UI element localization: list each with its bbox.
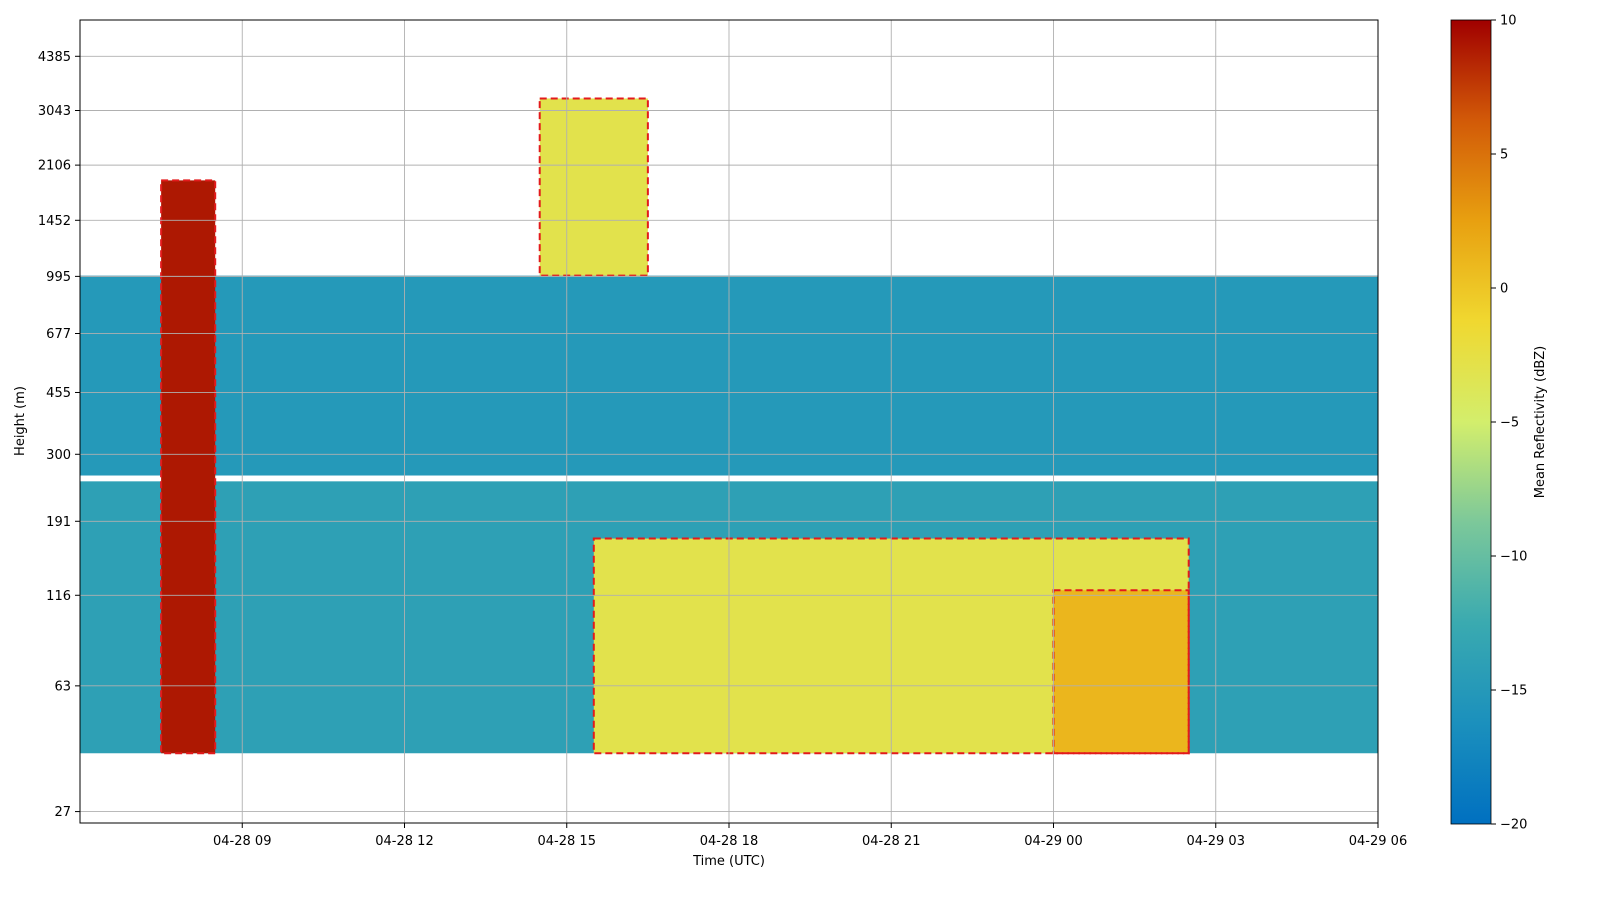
heat-region-3 [1053,590,1189,754]
y-tick-label: 4385 [38,50,71,65]
y-tick-label: 116 [46,589,71,604]
heat-region-5 [539,98,648,276]
colorbar [1450,19,1492,825]
colorbar-tick-label: 5 [1500,148,1508,163]
y-tick-label: 677 [46,327,71,342]
y-tick-label: 27 [54,805,71,820]
colorbar-ticks: 10 5 0 −5 −10 −15 −20 [1491,14,1527,833]
y-tick-label: 995 [46,270,71,285]
x-tick-label: 04-29 06 [1349,834,1407,849]
x-tick-label: 04-28 09 [213,834,271,849]
x-tick-label: 04-28 21 [862,834,920,849]
x-tick-label: 04-28 15 [538,834,596,849]
x-tick-label: 04-28 12 [375,834,433,849]
colorbar-label: Mean Reflectivity (dBZ) [1533,346,1548,499]
contour-3 [1052,589,1190,755]
y-tick-label: 1452 [38,214,71,229]
heat-region-4 [161,180,216,754]
colorbar-tick-label: 10 [1500,14,1517,29]
x-tick-label: 04-29 00 [1024,834,1082,849]
colorbar-tick-label: −10 [1500,550,1527,565]
y-tick-label: 455 [46,386,71,401]
y-tick-label: 191 [46,515,71,530]
y-tick-label: 2106 [38,159,71,174]
y-tick-label: 63 [54,679,71,694]
y-axis-ticks: 27 63 116 191 300 455 677 995 1452 2106 3043 4385 [38,50,80,820]
x-axis-label: Time (UTC) [692,854,765,869]
contour-4 [160,179,217,755]
colorbar-tick-label: −20 [1500,818,1527,833]
y-tick-label: 3043 [38,104,71,119]
x-tick-label: 04-29 03 [1187,834,1245,849]
colorbar-tick-label: −15 [1500,684,1527,699]
y-tick-label: 300 [46,448,71,463]
y-axis-label: Height (m) [13,386,28,456]
x-axis-ticks: 04-28 09 04-28 12 04-28 15 04-28 18 04-28 21… [213,823,1407,849]
colorbar-tick-label: 0 [1500,282,1508,297]
x-tick-label: 04-28 18 [700,834,758,849]
colorbar-tick-label: −5 [1500,416,1519,431]
